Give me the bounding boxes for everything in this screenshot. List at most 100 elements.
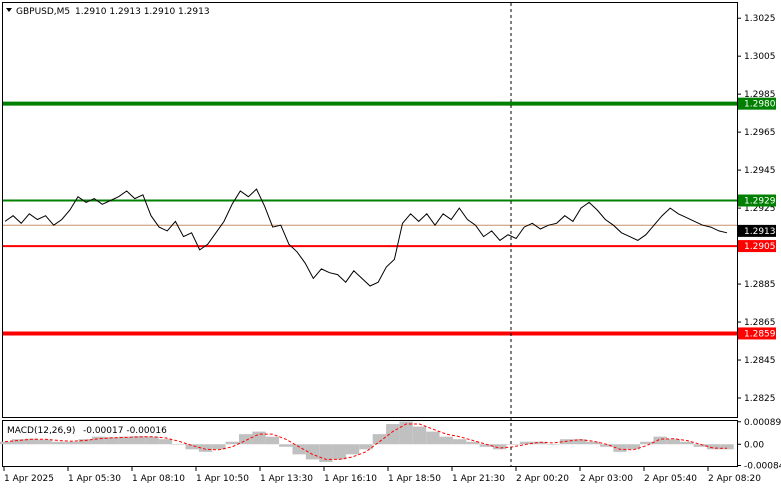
macd-histogram-bar — [238, 434, 253, 445]
price-tick-label: 1.2885 — [744, 280, 776, 290]
current-price-tag — [738, 224, 776, 237]
macd-histogram-bar — [426, 431, 440, 445]
time-tick-label: 1 Apr 10:50 — [196, 474, 249, 484]
time-axis: 1 Apr 2025 1 Apr 05:30 1 Apr 08:10 1 Apr 10… — [3, 467, 761, 484]
time-tick-label: 1 Apr 13:30 — [260, 474, 313, 484]
macd-histogram-bar — [198, 444, 213, 452]
level-price-tag — [738, 97, 776, 110]
price-tick-label: 1.2965 — [744, 128, 776, 138]
macd-histogram-bar — [132, 436, 146, 445]
price-series — [4, 188, 728, 287]
macd-histogram-bar — [599, 444, 614, 447]
macd-tick-label: 0.00 — [744, 440, 764, 450]
macd-histogram-bar — [439, 436, 453, 445]
time-tick-label: 1 Apr 08:10 — [132, 474, 185, 484]
price-line — [4, 188, 728, 287]
macd-histogram-bar — [11, 439, 26, 445]
macd-histogram-bar — [91, 436, 106, 445]
macd-histogram-bar — [78, 439, 92, 445]
macd-histogram-bar — [225, 441, 239, 445]
macd-histogram-bar — [399, 421, 413, 445]
macd-histogram-bar — [706, 444, 721, 450]
macd-histogram-bar — [412, 426, 427, 445]
level-price-tag — [738, 194, 776, 207]
macd-histogram-bar — [158, 439, 173, 445]
macd-histogram-bar — [613, 444, 627, 452]
time-tick-label: 1 Apr 16:10 — [324, 474, 377, 484]
macd-histogram-bar — [0, 441, 12, 445]
macd-histogram-bar — [319, 444, 333, 462]
macd-series — [0, 421, 734, 462]
time-tick-label: 2 Apr 08:20 — [708, 474, 761, 484]
macd-histogram-bar — [693, 444, 707, 447]
macd-histogram-bar — [452, 439, 467, 445]
level-price-tag — [738, 327, 776, 340]
price-tick-label: 1.3005 — [744, 52, 776, 62]
macd-histogram-bar — [533, 441, 547, 445]
price-tick-label: 1.2845 — [744, 356, 776, 366]
macd-signal-line — [4, 423, 728, 460]
macd-histogram-bar — [332, 444, 346, 460]
macd-histogram-bar — [586, 441, 600, 445]
current-price-label: 1.2913 — [744, 227, 776, 237]
price-tick-label: 1.2985 — [744, 90, 776, 100]
macd-histogram-bar — [666, 439, 681, 445]
macd-histogram-bar — [185, 444, 199, 450]
macd-histogram-bar — [345, 444, 360, 455]
level-price-tag — [738, 240, 776, 253]
macd-tick-label: 0.00089 — [744, 418, 781, 428]
time-tick-label: 2 Apr 05:40 — [644, 474, 697, 484]
macd-tick-label: -0.00084 — [744, 461, 781, 471]
time-tick-label: 1 Apr 21:30 — [452, 474, 505, 484]
macd-histogram-bar — [172, 444, 186, 445]
level-price-label: 1.2929 — [744, 197, 776, 207]
macd-histogram-bar — [559, 439, 574, 445]
macd-histogram-bar — [145, 436, 159, 445]
macd-histogram-bar — [720, 444, 734, 450]
symbol-title: GBPUSD,M5 — [16, 7, 70, 17]
macd-histogram-bar — [265, 436, 280, 445]
price-tick-label: 1.2825 — [744, 394, 776, 404]
macd-histogram-bar — [546, 444, 560, 445]
price-tick-label: 1.3025 — [744, 14, 776, 24]
macd-histogram-bar — [252, 431, 266, 445]
price-tick-label: 1.2945 — [744, 166, 776, 176]
macd-histogram-bar — [105, 437, 119, 445]
macd-histogram-bar — [51, 441, 66, 445]
macd-axis: 0.00089 0.00 -0.00084 — [737, 418, 781, 471]
macd-histogram-bar — [493, 444, 507, 450]
macd-histogram-bar — [386, 424, 400, 445]
macd-values: -0.00017 -0.00016 — [83, 426, 167, 436]
macd-histogram-bar — [118, 436, 133, 445]
macd-histogram-bar — [519, 441, 534, 445]
level-price-label: 1.2980 — [744, 100, 776, 110]
macd-histogram-bar — [372, 434, 387, 445]
macd-title: MACD(12,26,9) — [7, 426, 75, 436]
time-tick-label: 2 Apr 03:00 — [580, 474, 633, 484]
macd-histogram-bar — [680, 441, 694, 445]
macd-histogram-bar — [212, 444, 226, 450]
time-tick-label: 1 Apr 05:30 — [68, 474, 121, 484]
price-tick-label: 1.2925 — [744, 204, 776, 214]
macd-histogram-bar — [506, 444, 520, 445]
time-tick-label: 1 Apr 18:50 — [388, 474, 441, 484]
time-tick-label: 2 Apr 00:20 — [516, 474, 569, 484]
macd-histogram-bar — [479, 444, 494, 447]
level-price-label: 1.2905 — [744, 242, 776, 252]
macd-histogram-bar — [653, 436, 667, 445]
macd-histogram-bar — [359, 444, 373, 450]
price-pane-frame — [2, 2, 738, 418]
macd-histogram-bar — [25, 438, 39, 445]
symbol-dropdown-icon[interactable] — [6, 8, 12, 12]
macd-histogram-bar — [38, 439, 52, 445]
macd-histogram-bar — [279, 444, 293, 447]
macd-histogram-bar — [573, 439, 587, 445]
macd-histogram-bar — [65, 441, 79, 445]
time-tick-label: 1 Apr 2025 — [4, 474, 54, 484]
level-price-label: 1.2859 — [744, 329, 776, 339]
ohlc-values: 1.2910 1.2913 1.2910 1.2913 — [75, 7, 210, 17]
macd-histogram-bar — [640, 441, 654, 445]
price-tick-label: 1.2865 — [744, 318, 776, 328]
macd-histogram-bar — [626, 444, 641, 450]
